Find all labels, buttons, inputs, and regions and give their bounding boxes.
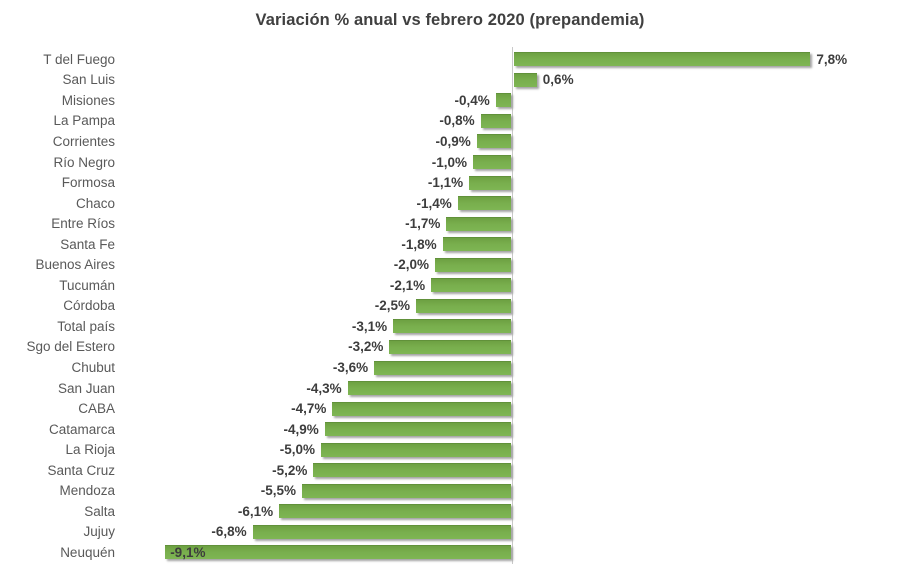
category-label: CABA (78, 401, 115, 417)
bar (374, 360, 511, 375)
value-label: -0,8% (439, 113, 475, 129)
zero-axis-line (512, 47, 513, 564)
value-label: -4,7% (291, 401, 327, 417)
bar (252, 524, 511, 539)
value-label: -2,1% (389, 277, 426, 293)
value-label: -5,2% (272, 462, 308, 478)
value-label: -1,8% (401, 236, 437, 252)
value-label: -2,5% (374, 298, 410, 314)
bar (495, 93, 511, 108)
value-label: -5,5% (260, 483, 296, 499)
value-label: -6,1% (237, 503, 274, 519)
value-label: -1,0% (431, 154, 467, 170)
value-label: -1,7% (405, 216, 441, 232)
bar (321, 442, 511, 457)
value-label: -3,1% (351, 318, 388, 334)
value-label: -2,0% (393, 257, 429, 273)
category-label: Río Negro (53, 154, 115, 170)
bar (416, 298, 511, 313)
category-label: Buenos Aires (35, 257, 115, 273)
category-label: Santa Fe (60, 236, 115, 252)
category-label: Total país (57, 318, 115, 334)
bar (389, 339, 511, 354)
value-label: -3,2% (348, 339, 384, 355)
category-label: La Rioja (65, 442, 115, 458)
value-label: -4,3% (306, 380, 342, 396)
category-label: Santa Cruz (47, 462, 115, 478)
category-label: T del Fuego (43, 51, 115, 67)
bar (514, 72, 537, 87)
bar (313, 463, 511, 478)
value-label: -1,4% (416, 195, 452, 211)
bar (431, 278, 511, 293)
bar (514, 52, 811, 67)
value-label: -4,9% (283, 421, 319, 437)
bar (457, 196, 511, 211)
category-label: Neuquén (60, 544, 115, 560)
value-label: -1,1% (427, 175, 464, 191)
category-label: San Juan (57, 380, 115, 396)
bar (435, 257, 511, 272)
category-label: La Pampa (53, 113, 115, 129)
chart-title: Variación % anual vs febrero 2020 (prepa… (255, 11, 645, 29)
category-label: Misiones (61, 92, 115, 108)
category-label: Mendoza (59, 483, 115, 499)
value-label: -3,6% (332, 360, 369, 376)
bar (442, 237, 511, 252)
category-label: Chaco (75, 195, 115, 211)
bar (332, 401, 511, 416)
category-label: Jujuy (83, 524, 115, 540)
bar (165, 545, 511, 560)
category-label: San Luis (62, 72, 115, 88)
bar (302, 483, 511, 498)
bar (469, 175, 511, 190)
value-label: -5,0% (279, 442, 315, 458)
category-label: Córdoba (63, 298, 115, 314)
bar (473, 155, 511, 170)
value-label: -9,1% (170, 544, 206, 560)
category-label: Salta (84, 503, 115, 519)
bar (393, 319, 511, 334)
bar (279, 504, 511, 519)
value-label: -0,9% (435, 133, 471, 149)
category-label: Sgo del Estero (26, 339, 115, 355)
category-label: Corrientes (52, 133, 115, 149)
category-label: Formosa (61, 175, 115, 191)
bar (480, 113, 511, 128)
category-label: Entre Ríos (51, 216, 115, 232)
value-label: -0,4% (454, 92, 490, 108)
value-label: 0,6% (542, 72, 574, 88)
category-label: Tucumán (59, 277, 115, 293)
value-label: -6,8% (211, 524, 247, 540)
bar (476, 134, 511, 149)
category-label: Chubut (71, 360, 115, 376)
bar (347, 381, 511, 396)
bar (446, 216, 511, 231)
value-label: 7,8% (816, 51, 848, 67)
category-label: Catamarca (48, 421, 115, 437)
bar (324, 422, 511, 437)
